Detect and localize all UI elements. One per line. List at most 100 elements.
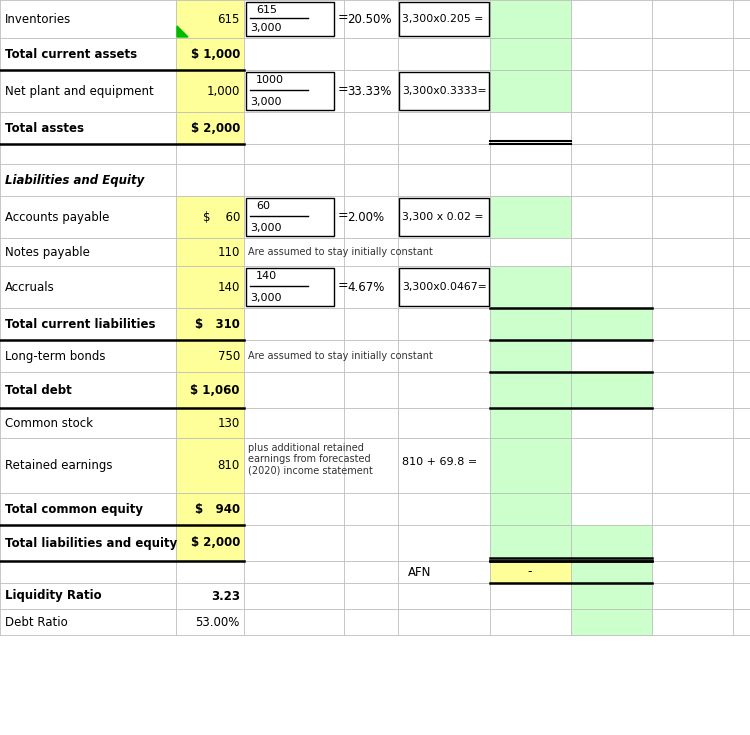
Bar	[0, 0, 176, 38]
Bar	[244, 70, 344, 112]
Bar	[733, 561, 750, 583]
Bar	[0, 438, 176, 493]
Bar	[244, 164, 344, 196]
Bar	[571, 438, 652, 493]
Text: $   310: $ 310	[195, 318, 240, 331]
Bar	[176, 112, 244, 144]
Bar	[652, 0, 733, 38]
Text: 33.33%: 33.33%	[347, 85, 392, 98]
Text: 3,000: 3,000	[250, 23, 281, 33]
Bar	[571, 70, 652, 112]
Text: Total common equity: Total common equity	[5, 503, 143, 515]
Bar	[571, 525, 652, 561]
Bar	[176, 196, 244, 238]
Bar	[398, 70, 490, 112]
Bar	[344, 340, 398, 372]
Bar	[344, 38, 398, 70]
Bar	[244, 340, 344, 372]
Bar	[398, 164, 490, 196]
Bar	[733, 266, 750, 308]
Bar	[244, 493, 344, 525]
Text: Total liabilities and equity: Total liabilities and equity	[5, 537, 177, 550]
Text: 3.23: 3.23	[211, 589, 240, 603]
Bar	[176, 525, 244, 561]
Bar	[490, 196, 571, 238]
Bar	[176, 164, 244, 196]
Bar	[344, 372, 398, 408]
Bar	[344, 561, 398, 583]
Bar	[571, 0, 652, 38]
Bar	[490, 408, 571, 438]
Bar	[344, 583, 398, 609]
Bar	[490, 266, 571, 308]
Bar	[490, 561, 571, 583]
Text: Total current liabilities: Total current liabilities	[5, 318, 155, 331]
Bar	[490, 308, 571, 340]
Text: 1,000: 1,000	[206, 85, 240, 98]
Bar	[246, 72, 334, 110]
Bar	[399, 198, 489, 236]
Bar	[344, 112, 398, 144]
Bar	[344, 525, 398, 561]
Bar	[244, 372, 344, 408]
Bar	[733, 70, 750, 112]
Text: 3,300x0.0467=: 3,300x0.0467=	[402, 282, 487, 292]
Bar	[571, 308, 652, 340]
Bar	[344, 70, 398, 112]
Text: Liquidity Ratio: Liquidity Ratio	[5, 589, 102, 603]
Text: Net plant and equipment: Net plant and equipment	[5, 85, 154, 98]
Text: 20.50%: 20.50%	[347, 12, 392, 26]
Bar	[652, 525, 733, 561]
Text: 810 + 69.8 =: 810 + 69.8 =	[402, 456, 477, 467]
Text: 140: 140	[217, 281, 240, 293]
Bar	[652, 583, 733, 609]
Bar	[652, 266, 733, 308]
Bar	[0, 609, 176, 635]
Bar	[571, 164, 652, 196]
Bar	[398, 583, 490, 609]
Bar	[652, 609, 733, 635]
Bar	[246, 198, 334, 236]
Text: 130: 130	[217, 417, 240, 429]
Bar	[733, 112, 750, 144]
Bar	[490, 340, 571, 372]
Text: Accounts payable: Accounts payable	[5, 210, 109, 223]
Text: Are assumed to stay initially constant: Are assumed to stay initially constant	[248, 247, 433, 257]
Bar	[571, 144, 652, 164]
Bar	[0, 70, 176, 112]
Bar	[398, 525, 490, 561]
Bar	[398, 561, 490, 583]
Text: 3,300x0.205 =: 3,300x0.205 =	[402, 14, 483, 24]
Text: Retained earnings: Retained earnings	[5, 459, 112, 472]
Bar	[652, 561, 733, 583]
Bar	[244, 112, 344, 144]
Bar	[652, 196, 733, 238]
Bar	[571, 583, 652, 609]
Bar	[244, 438, 344, 493]
Bar	[176, 0, 244, 38]
Bar	[398, 38, 490, 70]
Bar	[244, 38, 344, 70]
Bar	[571, 493, 652, 525]
Text: 615: 615	[217, 12, 240, 26]
Bar	[652, 408, 733, 438]
Bar	[490, 70, 571, 112]
Bar	[176, 438, 244, 493]
Bar	[176, 70, 244, 112]
Bar	[571, 112, 652, 144]
Bar	[0, 38, 176, 70]
Text: Are assumed to stay initially constant: Are assumed to stay initially constant	[248, 351, 433, 361]
Bar	[571, 266, 652, 308]
Bar	[571, 340, 652, 372]
Text: =: =	[338, 209, 349, 223]
Bar	[244, 561, 344, 583]
Bar	[733, 609, 750, 635]
Bar	[733, 38, 750, 70]
Bar	[398, 372, 490, 408]
Bar	[244, 0, 344, 38]
Bar	[571, 196, 652, 238]
Bar	[344, 0, 398, 38]
Bar	[344, 493, 398, 525]
Bar	[244, 308, 344, 340]
Text: 110: 110	[217, 245, 240, 259]
